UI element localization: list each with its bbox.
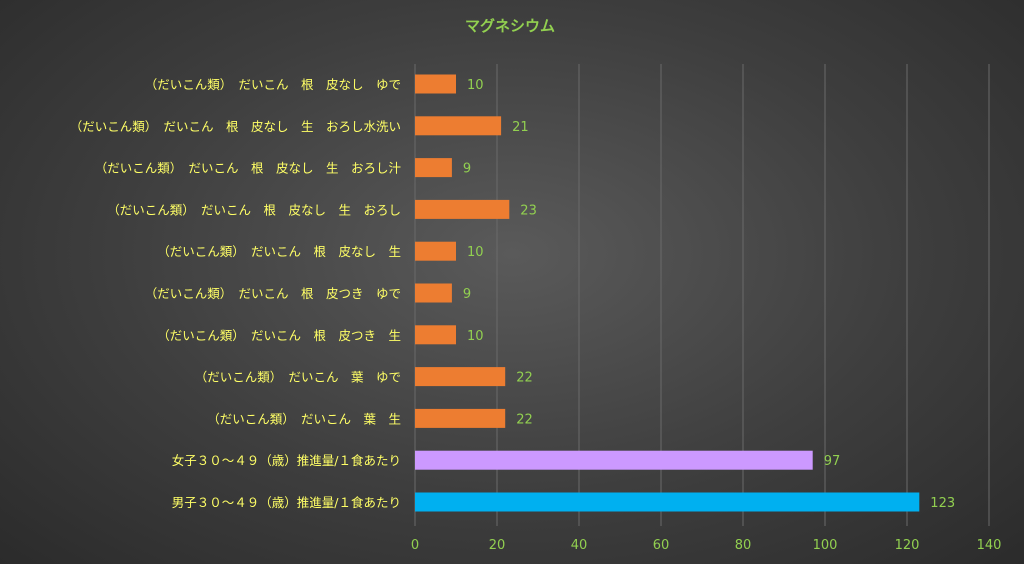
category-label: （だいこん類） だいこん 根 皮つき 生 bbox=[157, 328, 401, 343]
bar bbox=[415, 367, 506, 387]
data-label: 21 bbox=[512, 120, 529, 135]
x-tick-label: 40 bbox=[571, 538, 588, 553]
bars bbox=[415, 74, 920, 512]
x-tick-label: 140 bbox=[977, 538, 1002, 553]
category-label: （だいこん類） だいこん 根 皮なし 生 おろし水洗い bbox=[70, 119, 401, 134]
chart-title: マグネシウム bbox=[465, 17, 555, 35]
category-label: 男子３０～４９（歳）推進量/１食あたり bbox=[172, 495, 401, 510]
data-label: 9 bbox=[463, 287, 471, 302]
category-label: （だいこん類） だいこん 葉 ゆで bbox=[195, 370, 401, 385]
data-labels: 10 21 9 23 10 9 10 22 22 97 123 bbox=[463, 78, 955, 511]
data-label: 22 bbox=[516, 412, 533, 427]
x-axis-ticks: 0 20 40 60 80 100 120 140 bbox=[411, 538, 1002, 553]
bar bbox=[415, 325, 456, 345]
data-label: 10 bbox=[467, 329, 484, 344]
bar bbox=[415, 283, 452, 303]
bar bbox=[415, 116, 502, 136]
category-label: （だいこん類） だいこん 根 皮つき ゆで bbox=[145, 286, 401, 301]
x-tick-label: 100 bbox=[813, 538, 838, 553]
category-labels: （だいこん類） だいこん 根 皮なし ゆで （だいこん類） だいこん 根 皮なし … bbox=[70, 77, 402, 510]
bar bbox=[415, 408, 506, 428]
category-label: （だいこん類） だいこん 根 皮なし 生 おろし汁 bbox=[95, 161, 402, 176]
x-tick-label: 120 bbox=[895, 538, 920, 553]
x-tick-label: 80 bbox=[735, 538, 752, 553]
data-label: 22 bbox=[516, 371, 533, 386]
data-label: 23 bbox=[520, 203, 537, 218]
data-label: 97 bbox=[824, 454, 841, 469]
bar bbox=[415, 241, 456, 261]
data-label: 123 bbox=[930, 496, 955, 511]
bar bbox=[415, 74, 456, 94]
bar bbox=[415, 199, 510, 219]
bar bbox=[415, 158, 452, 178]
data-label: 9 bbox=[463, 162, 471, 177]
x-tick-label: 20 bbox=[489, 538, 506, 553]
data-label: 10 bbox=[467, 245, 484, 260]
x-tick-label: 0 bbox=[411, 538, 419, 553]
category-label: （だいこん類） だいこん 根 皮なし 生 bbox=[157, 244, 401, 259]
bar bbox=[415, 492, 920, 512]
gridlines bbox=[414, 64, 990, 526]
category-label: 女子３０～４９（歳）推進量/１食あたり bbox=[172, 453, 401, 468]
category-label: （だいこん類） だいこん 根 皮なし 生 おろし bbox=[107, 202, 401, 217]
bar bbox=[415, 450, 813, 470]
data-label: 10 bbox=[467, 78, 484, 93]
category-label: （だいこん類） だいこん 根 皮なし ゆで bbox=[145, 77, 401, 92]
x-tick-label: 60 bbox=[653, 538, 670, 553]
category-label: （だいこん類） だいこん 葉 生 bbox=[207, 411, 401, 426]
